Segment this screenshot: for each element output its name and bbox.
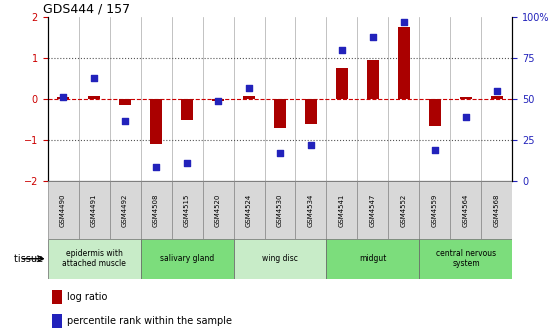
Text: tissue: tissue [14, 254, 46, 264]
Bar [78, 181, 110, 239]
Point [306, 142, 315, 148]
Point [213, 98, 222, 103]
Text: epidermis with
attached muscle: epidermis with attached muscle [62, 249, 126, 268]
Bar [491, 96, 503, 99]
Bar [212, 99, 224, 101]
Bar [234, 181, 264, 239]
Bar [234, 239, 326, 279]
Bar [171, 181, 203, 239]
Bar [326, 181, 357, 239]
Bar [181, 99, 193, 120]
Bar [274, 99, 286, 128]
Bar [243, 96, 255, 99]
Bar [57, 97, 69, 99]
Point [338, 47, 347, 52]
Bar [357, 181, 389, 239]
Bar [141, 239, 234, 279]
Text: GSM4491: GSM4491 [91, 193, 97, 227]
Point [461, 115, 470, 120]
Text: GSM4515: GSM4515 [184, 193, 190, 227]
Point [399, 19, 408, 25]
Bar [141, 181, 171, 239]
Point [431, 148, 440, 153]
Point [120, 118, 129, 123]
Bar [48, 181, 78, 239]
Text: GSM4520: GSM4520 [215, 193, 221, 227]
Point [90, 75, 99, 80]
Bar [150, 99, 162, 144]
Bar [48, 239, 141, 279]
Text: GSM4530: GSM4530 [277, 193, 283, 227]
Text: wing disc: wing disc [262, 254, 298, 263]
Text: GSM4547: GSM4547 [370, 193, 376, 227]
Bar [419, 239, 512, 279]
Point [59, 95, 68, 100]
Bar [88, 96, 100, 99]
Text: GSM4508: GSM4508 [153, 193, 159, 227]
Bar [419, 181, 450, 239]
Point [368, 34, 377, 39]
Text: midgut: midgut [360, 254, 386, 263]
Text: GSM4524: GSM4524 [246, 194, 252, 226]
Text: GDS444 / 157: GDS444 / 157 [43, 3, 130, 16]
Bar [482, 181, 512, 239]
Bar [110, 181, 141, 239]
Text: GSM4564: GSM4564 [463, 193, 469, 227]
Bar [429, 99, 441, 126]
Bar [305, 99, 317, 124]
Bar [398, 27, 410, 99]
Text: log ratio: log ratio [67, 292, 108, 302]
Bar [450, 181, 482, 239]
Point [152, 164, 161, 169]
Text: GSM4490: GSM4490 [60, 193, 66, 227]
Bar [326, 239, 419, 279]
Bar [119, 99, 131, 105]
Bar [52, 314, 63, 328]
Bar [389, 181, 419, 239]
Bar [264, 181, 296, 239]
Point [183, 161, 192, 166]
Text: GSM4492: GSM4492 [122, 193, 128, 227]
Text: GSM4568: GSM4568 [494, 193, 500, 227]
Bar [296, 181, 326, 239]
Text: GSM4541: GSM4541 [339, 193, 345, 227]
Text: central nervous
system: central nervous system [436, 249, 496, 268]
Point [245, 85, 254, 90]
Bar [203, 181, 234, 239]
Bar [336, 68, 348, 99]
Text: GSM4534: GSM4534 [308, 193, 314, 227]
Bar [52, 290, 63, 304]
Text: GSM4552: GSM4552 [401, 194, 407, 226]
Bar [460, 97, 472, 99]
Point [276, 151, 284, 156]
Bar [367, 60, 379, 99]
Text: GSM4559: GSM4559 [432, 193, 438, 227]
Point [492, 88, 501, 94]
Text: salivary gland: salivary gland [160, 254, 214, 263]
Text: percentile rank within the sample: percentile rank within the sample [67, 316, 232, 326]
